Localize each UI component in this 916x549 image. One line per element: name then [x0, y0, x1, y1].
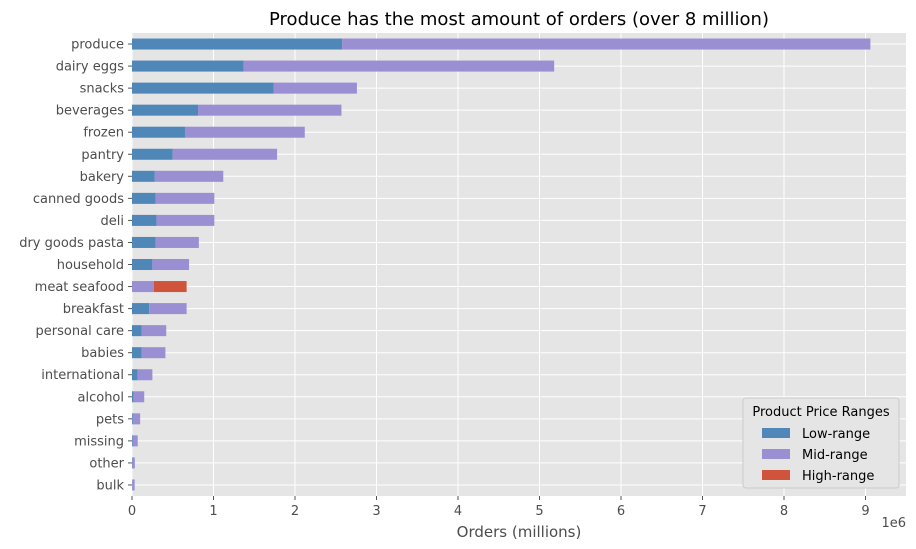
legend-swatch-low-range: [762, 428, 790, 438]
legend-swatch-mid-range: [762, 449, 790, 459]
legend-label-mid-range: Mid-range: [802, 448, 868, 463]
y-tick-label: alcohol: [78, 390, 124, 405]
y-tick-label: pantry: [81, 148, 124, 163]
bar-mid-range: [133, 391, 145, 403]
y-tick-label: international: [41, 368, 124, 383]
bar-mid-range: [132, 479, 135, 491]
x-tick-label: 6: [617, 504, 625, 519]
bar-low-range: [132, 170, 155, 182]
bar-low-range: [132, 38, 343, 50]
y-tick-label: bulk: [96, 478, 124, 493]
bar-mid-range: [155, 192, 215, 204]
y-tick-label: babies: [81, 346, 124, 361]
x-tick-labels: 0 1 2 3 4 5 6 7 8 9: [128, 496, 870, 519]
x-tick-label: 2: [291, 504, 299, 519]
bar-low-range: [132, 236, 156, 248]
y-tick-label: canned goods: [33, 192, 124, 207]
bar-mid-range: [156, 214, 215, 226]
x-tick-label: 5: [535, 504, 543, 519]
y-tick-label: meat seafood: [35, 280, 124, 295]
bar-mid-range: [273, 82, 357, 94]
bar-low-range: [132, 391, 134, 403]
bar-mid-range: [132, 457, 135, 469]
x-tick-label: 3: [372, 504, 380, 519]
y-tick-label: bakery: [80, 170, 125, 185]
bar-mid-range: [149, 303, 187, 315]
y-tick-label: pets: [96, 412, 124, 427]
x-axis-label: Orders (millions): [457, 523, 582, 541]
bar-low-range: [132, 435, 133, 447]
y-tick-label: beverages: [56, 104, 125, 119]
bar-mid-range: [141, 325, 167, 337]
bar-low-range: [132, 303, 150, 315]
x-tick-label: 4: [454, 504, 462, 519]
bar-low-range: [132, 104, 199, 116]
legend-box: [742, 397, 900, 489]
bar-low-range: [132, 347, 142, 359]
x-tick-label: 9: [861, 504, 869, 519]
bar-low-range: [132, 214, 157, 226]
bar-mid-range: [243, 60, 555, 72]
bar-low-range: [132, 60, 244, 72]
y-tick-label: breakfast: [63, 302, 124, 317]
legend-label-high-range: High-range: [802, 469, 874, 484]
bar-mid-range: [198, 104, 342, 116]
bar-high-range: [154, 281, 187, 293]
y-tick-label: snacks: [80, 82, 125, 97]
x-tick-label: 1: [209, 504, 217, 519]
bar-low-range: [132, 192, 156, 204]
bar-mid-range: [152, 258, 190, 271]
bar-mid-range: [132, 435, 138, 447]
bar-mid-range: [141, 347, 166, 359]
y-tick-labels: produce dairy eggs snacks beverages frozen pa…: [19, 38, 132, 493]
y-tick-label: household: [57, 258, 124, 273]
chart-title: Produce has the most amount of orders (o…: [269, 9, 769, 30]
bar-mid-range: [154, 170, 224, 182]
bar-mid-range: [172, 148, 278, 160]
legend-swatch-high-range: [762, 470, 790, 480]
y-tick-label: produce: [71, 38, 124, 53]
legend-label-low-range: Low-range: [802, 427, 870, 442]
y-tick-label: personal care: [36, 324, 124, 339]
x-axis-offset-label: 1e6: [881, 516, 906, 531]
x-tick-label: 8: [780, 504, 788, 519]
legend: Product Price Ranges Low-range Mid-range H…: [742, 397, 900, 489]
bar-mid-range: [132, 413, 141, 425]
bars-group: [132, 38, 871, 491]
bar-low-range: [132, 413, 133, 425]
bar-mid-range: [137, 369, 153, 381]
x-tick-label: 0: [128, 504, 136, 519]
y-tick-label: frozen: [83, 126, 124, 141]
y-tick-label: dry goods pasta: [19, 236, 124, 251]
bar-mid-range: [184, 126, 305, 138]
bar-mid-range: [132, 281, 155, 293]
bar-mid-range: [155, 236, 199, 248]
y-tick-label: deli: [101, 214, 124, 229]
bar-low-range: [132, 82, 274, 94]
bar-mid-range: [342, 38, 871, 50]
y-tick-label: other: [89, 456, 124, 471]
bar-low-range: [132, 148, 173, 160]
bar-low-range: [132, 369, 138, 381]
bar-low-range: [132, 258, 153, 271]
bar-low-range: [132, 126, 185, 138]
legend-title: Product Price Ranges: [752, 405, 890, 420]
x-tick-label: 7: [698, 504, 706, 519]
y-tick-label: dairy eggs: [56, 60, 125, 75]
bar-low-range: [132, 325, 142, 337]
y-tick-label: missing: [74, 434, 124, 449]
